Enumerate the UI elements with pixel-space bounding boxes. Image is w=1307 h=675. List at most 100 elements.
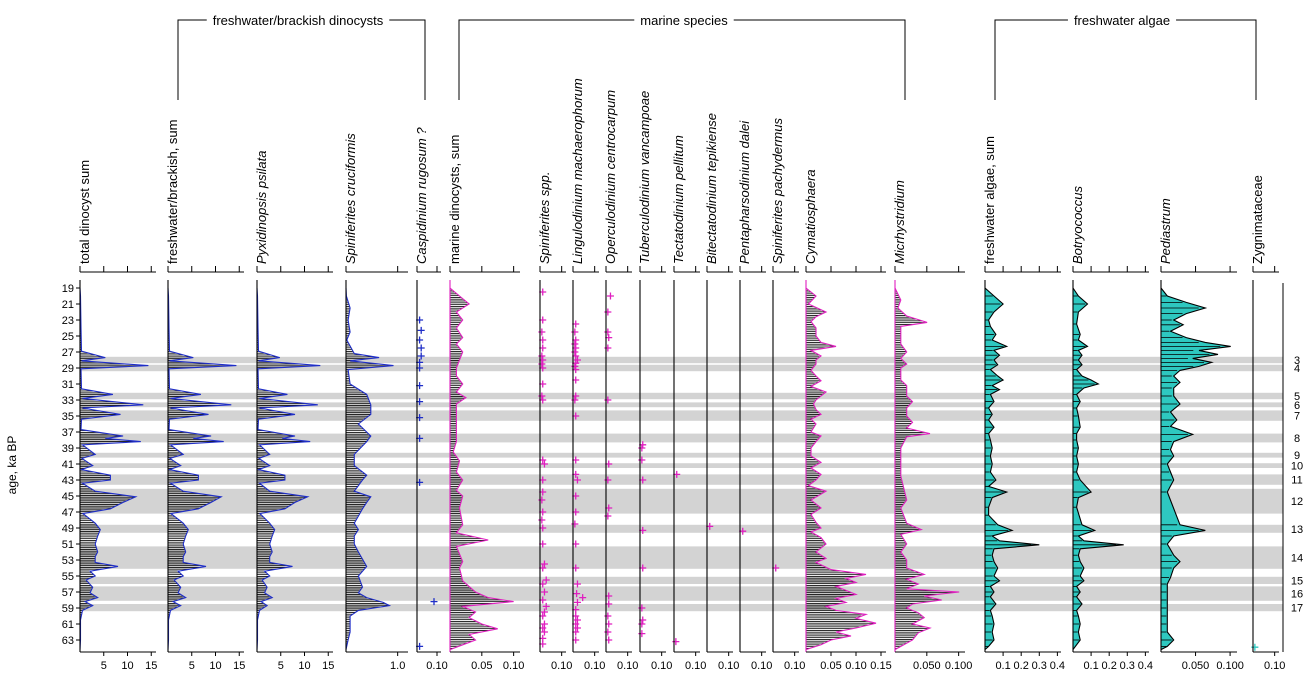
y-tick-label: 55 (62, 571, 74, 583)
data-point (573, 580, 581, 588)
y-axis: age, ka BP 19 21 23 25 27 29 31 33 35 37 39 41 43 45 4… (5, 282, 81, 652)
bracket-left-marine (458, 19, 635, 100)
data-point (538, 328, 546, 336)
data-point (573, 598, 581, 606)
bottom-tick-label: 5 (189, 660, 195, 672)
zone-band-9 (80, 452, 1283, 458)
panel-micrhystridium: 0.050 0.100 Micrhystridium (892, 180, 972, 672)
series-line (984, 287, 1040, 651)
panel-title: Pyxidinopsis psilata (254, 151, 269, 264)
y-tick-label: 19 (62, 283, 74, 295)
data-point (604, 328, 612, 336)
bottom-tick-label: 15 (145, 660, 157, 672)
y-tick-label: 27 (62, 347, 74, 359)
data-point (638, 444, 646, 452)
zone-band-6 (80, 402, 1283, 408)
panel-operculodinium-centrocarpum: 0.10 Operculodinium centrocarpum (603, 90, 638, 672)
bottom-tick-label: 0.10 (1264, 660, 1285, 672)
data-point (538, 516, 546, 524)
zone-labels: 34 567 8 910 11 12 13 14 15 16 17 (1282, 283, 1303, 652)
y-tick-label: 31 (62, 379, 74, 391)
data-point (638, 630, 646, 638)
panel-title: total dinocyst sum (77, 160, 92, 264)
y-tick-label: 23 (62, 315, 74, 327)
data-point (579, 594, 587, 602)
panel-title: Cymatiosphaera (803, 169, 818, 264)
zone-label-13: 13 (1291, 524, 1303, 536)
zone-band-4 (80, 364, 1283, 372)
bottom-tick-label: 0.10 (651, 660, 672, 672)
zone-label-10: 10 (1291, 461, 1303, 473)
bracket-left-freshwater-brackish (177, 19, 207, 100)
series-line (449, 287, 514, 651)
zone-label-3: 3 (1294, 355, 1300, 367)
data-point (430, 598, 438, 606)
bottom-tick-label: 1.0 (390, 660, 405, 672)
panel-title: Pentapharsodinium dalei (737, 120, 752, 264)
series-line (79, 287, 149, 650)
panel-title: marine dinocysts, sum (447, 135, 462, 264)
series-line (256, 287, 321, 650)
zone-band-8 (80, 433, 1283, 443)
data-point (417, 326, 425, 334)
data-point (540, 608, 548, 616)
panel-title: Spiniferites pachydermus (770, 118, 785, 264)
series-line (894, 287, 960, 651)
panels: 5 10 15 total dinocyst sum 5 10 15 freshwater/b… (77, 78, 1285, 672)
panel-title: Operculodinium centrocarpum (603, 90, 618, 264)
panel-title: Caspidinium rugosum ? (414, 127, 429, 264)
zone-label-17: 17 (1291, 603, 1303, 615)
zone-band-11 (80, 474, 1283, 485)
bottom-tick-label: 15 (233, 660, 245, 672)
panel-title: Lingulodinium machaerophorum (570, 78, 585, 264)
bracket-right-algae (1176, 19, 1257, 100)
panel-title: Spiniferites spp. (537, 172, 552, 265)
area-fill (895, 288, 960, 650)
data-point (540, 560, 548, 568)
panel-marine-dinocysts-sum: 0.05 0.10 marine dinocysts, sum (447, 135, 524, 672)
bottom-tick-label: 0.10 (617, 660, 638, 672)
bottom-tick-label: 0.10 (551, 660, 572, 672)
data-point (417, 344, 425, 352)
y-tick-label: 53 (62, 555, 74, 567)
bottom-tick-label: 0.10 (845, 660, 866, 672)
panel-caspidinium-rugosum: 0.10 Caspidinium rugosum ? (414, 127, 448, 672)
bottom-tick-label: 5 (278, 660, 284, 672)
zone-band-15 (80, 576, 1283, 584)
data-point (573, 476, 581, 484)
zone-band-10 (80, 463, 1283, 468)
zone-label-11: 11 (1291, 475, 1302, 487)
data-point (573, 616, 581, 624)
data-point (540, 628, 548, 636)
area-fill (346, 288, 394, 650)
panel-title: freshwater algae, sum (982, 136, 997, 264)
bottom-tick-label: 0.050 (913, 660, 941, 672)
data-point (672, 638, 680, 646)
bottom-tick-label: 0.10 (784, 660, 805, 672)
data-point (417, 352, 425, 360)
panel-spiniferites-spp: 0.10 Spiniferites spp. (537, 172, 572, 673)
bottom-tick-label: 0.050 (1182, 660, 1210, 672)
area-fill (1161, 288, 1231, 650)
zone-band-13 (80, 524, 1283, 533)
series-line (167, 287, 237, 650)
y-tick-label: 21 (62, 299, 74, 311)
bottom-tick-label: 0.3 (1032, 660, 1047, 672)
panel-total-dinocyst-sum: 5 10 15 total dinocyst sum (77, 160, 157, 672)
data-point (540, 460, 548, 468)
panel-title: Pediastrum (1158, 198, 1173, 264)
panel-title: Bitectatodinium tepikiense (704, 113, 719, 264)
zone-band-5 (80, 392, 1283, 400)
data-point (571, 340, 579, 348)
bottom-tick-label: 0.4 (1138, 660, 1153, 672)
series-line (345, 287, 394, 650)
bottom-tick-label: 0.3 (1120, 660, 1135, 672)
panel-title: freshwater/brackish, sum (165, 120, 180, 265)
panel-pentapharsodinium-dalei: 0.10 Pentapharsodinium dalei (737, 120, 772, 672)
panel-tuberculodinium-vancampoae: 0.10 Tuberculodinium vancampoae (637, 91, 672, 672)
panel-title: Tectatodinium pellitum (671, 135, 686, 264)
bottom-tick-label: 0.10 (584, 660, 605, 672)
data-point (638, 620, 646, 628)
panel-pyxidinopsis-psilata: 5 10 15 Pyxidinopsis psilata (254, 151, 334, 672)
data-point (604, 344, 612, 352)
